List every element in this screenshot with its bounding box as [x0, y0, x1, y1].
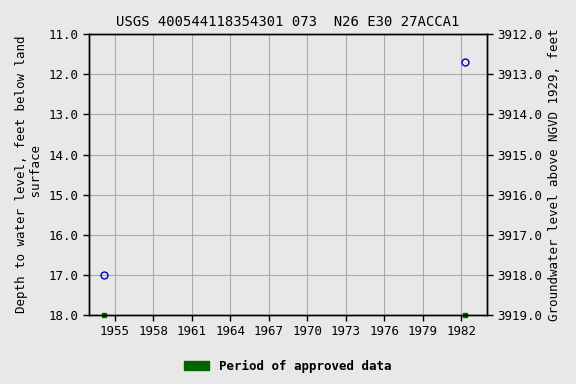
Legend: Period of approved data: Period of approved data [179, 355, 397, 378]
Y-axis label: Depth to water level, feet below land
 surface: Depth to water level, feet below land su… [15, 36, 43, 313]
Y-axis label: Groundwater level above NGVD 1929, feet: Groundwater level above NGVD 1929, feet [548, 28, 561, 321]
Title: USGS 400544118354301 073  N26 E30 27ACCA1: USGS 400544118354301 073 N26 E30 27ACCA1 [116, 15, 460, 29]
